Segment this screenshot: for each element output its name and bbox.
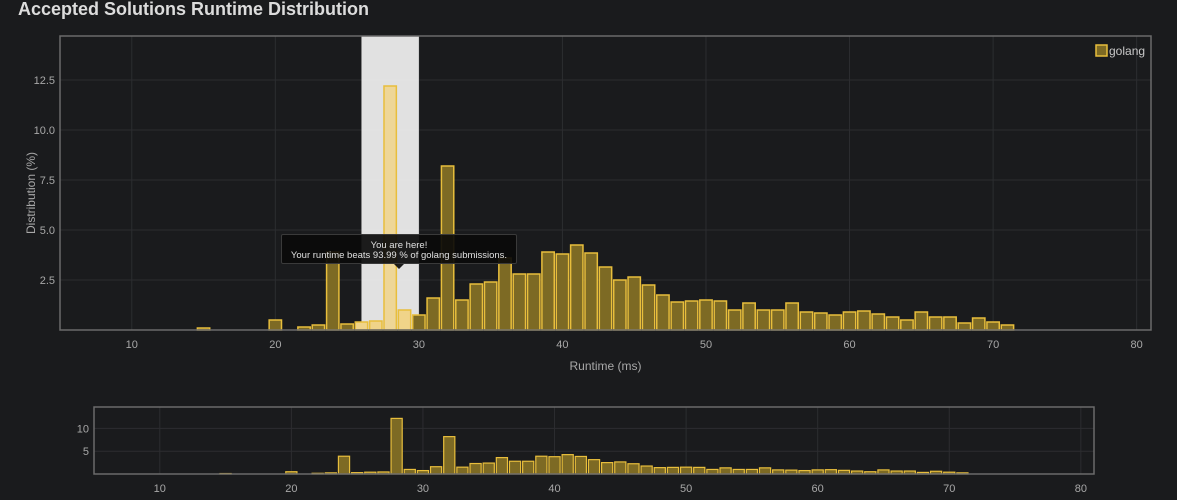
overview-bar-51 [693, 466, 706, 475]
main-chart[interactable]: 10 20 30 40 50 60 70 80 2.5 5.0 7.5 10.0 12.5 Runtime… [0, 0, 1177, 380]
overview-bar-37 [508, 460, 522, 475]
overview-x-tick-label: 50 [680, 483, 692, 495]
overview-bar-42 [574, 455, 588, 475]
x-tick-label: 50 [700, 339, 712, 351]
overview-bar-41 [561, 454, 574, 475]
x-tick-label: 70 [987, 339, 999, 351]
plot-frame [59, 35, 1152, 331]
legend[interactable]: golang [1095, 44, 1145, 58]
tooltip-line1: You are here! [370, 240, 428, 251]
overview-bar-43 [587, 459, 601, 475]
x-tick-label: 20 [269, 339, 281, 351]
overview-bar-48 [653, 467, 666, 475]
overview-bar-47 [640, 465, 653, 475]
x-tick-label: 30 [413, 339, 425, 351]
tooltip-line2: Your runtime beats 93.99 % of golang sub… [290, 250, 508, 261]
overview-bar-56 [758, 467, 772, 475]
overview-bar-49 [666, 466, 680, 475]
overview-frame [93, 406, 1095, 475]
overview-x-tick-label: 20 [285, 483, 297, 495]
overview-bar-32 [443, 436, 456, 475]
overview-x-tick-label: 30 [417, 483, 429, 495]
overview-x-tick-label: 60 [812, 483, 824, 495]
overview-bar-34 [469, 462, 482, 475]
overview-bar-35 [482, 462, 495, 475]
overview-x-tick-label: 70 [943, 483, 955, 495]
overview-bar-44 [600, 462, 614, 475]
overview-bar-38 [522, 460, 535, 475]
overview-bar-24 [337, 455, 351, 475]
legend-label[interactable]: golang [1109, 44, 1145, 58]
y-axis-title: Distribution (%) [24, 152, 38, 234]
overview-axes: 10 20 30 40 50 60 70 80 5 10 [77, 406, 1095, 495]
overview-bar-33 [456, 466, 469, 475]
overview-bar-53 [719, 467, 732, 475]
x-tick-label: 10 [126, 339, 138, 351]
chart-title: Accepted Solutions Runtime Distribution [18, 0, 370, 19]
x-axis-title: Runtime (ms) [569, 359, 641, 373]
overview-x-tick-label: 80 [1075, 483, 1087, 495]
overview-bar-46 [627, 463, 640, 475]
tooltip: You are here! Your runtime beats 93.99 %… [281, 234, 517, 264]
overview-y-tick-label: 10 [77, 423, 89, 435]
overview-x-tick-label: 40 [548, 483, 560, 495]
overview-bars [219, 417, 969, 475]
y-tick-label: 10.0 [34, 125, 55, 137]
y-tick-label: 7.5 [40, 175, 55, 187]
y-tick-label: 2.5 [40, 275, 55, 287]
overview-bar-31 [429, 466, 443, 475]
main-bars[interactable] [196, 85, 1015, 331]
x-tick-label: 80 [1131, 339, 1143, 351]
overview-grid [94, 407, 1094, 474]
overview-bar-50 [679, 466, 693, 475]
y-tick-label: 5.0 [40, 225, 55, 237]
legend-swatch[interactable] [1095, 44, 1108, 57]
y-tick-label: 12.5 [34, 75, 55, 87]
overview-bar-36 [495, 456, 509, 475]
overview-bar-39 [535, 455, 548, 475]
overview-x-tick-label: 10 [154, 483, 166, 495]
overview-y-tick-label: 5 [83, 446, 89, 458]
overview-bar-28 [390, 417, 403, 475]
tooltip-arrow [394, 264, 404, 269]
x-tick-label: 60 [843, 339, 855, 351]
overview-bar-40 [548, 456, 561, 475]
main-axes: 10 20 30 40 50 60 70 80 2.5 5.0 7.5 10.0 12.5 Runtime… [24, 35, 1152, 373]
overview-bar-45 [614, 461, 627, 475]
x-tick-label: 40 [556, 339, 568, 351]
